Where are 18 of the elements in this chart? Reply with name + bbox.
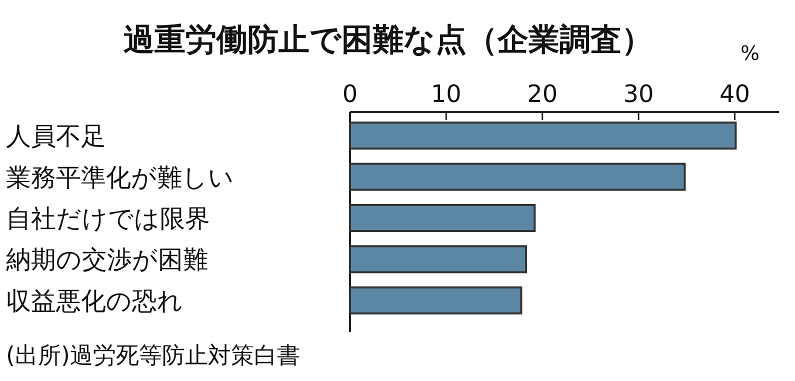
text: (出所)過労死等防止対策白書 [6, 343, 300, 369]
x-tick-label: 0 [342, 80, 358, 108]
y-tick-label: 自社だけでは限界 [6, 204, 210, 233]
bar [349, 162, 686, 191]
x-tick-label: 30 [623, 80, 654, 108]
bar [349, 286, 522, 314]
y-tick-label: 納期の交渉が困難 [6, 245, 208, 274]
bar [349, 245, 528, 274]
y-tick-label: 人員不足 [6, 122, 106, 151]
x-tick-label: 20 [527, 80, 558, 108]
bar [349, 204, 536, 232]
bar [349, 122, 737, 150]
x-tick-label: 10 [430, 80, 462, 108]
chart-title: 過重労働防止で困難な点（企業調査） [124, 22, 652, 58]
x-tick-label: 40 [719, 80, 750, 108]
y-tick-label: 業務平準化が難しい [6, 162, 234, 192]
x-axis-title: % [740, 41, 760, 65]
y-tick-label: 収益悪化の恐れ [6, 286, 183, 316]
